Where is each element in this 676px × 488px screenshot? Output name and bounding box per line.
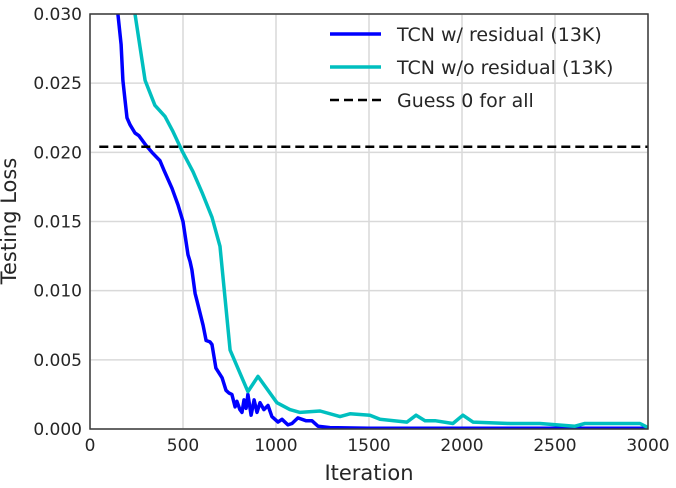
x-tick-label: 0 xyxy=(85,436,96,456)
x-tick-label: 1000 xyxy=(254,436,297,456)
legend: TCN w/ residual (13K) TCN w/o residual (1… xyxy=(330,24,613,112)
x-tick-label: 3000 xyxy=(626,436,669,456)
x-tick-label: 2000 xyxy=(440,436,483,456)
y-tick-label: 0.025 xyxy=(33,74,82,94)
x-tick-label: 1500 xyxy=(347,436,390,456)
y-tick-label: 0.000 xyxy=(33,420,82,440)
y-tick-labels: 0.000 0.005 0.010 0.015 0.020 0.025 0.030 xyxy=(33,5,82,440)
plot-frame xyxy=(89,13,649,430)
legend-label: TCN w/ residual (13K) xyxy=(396,24,602,46)
y-tick-label: 0.030 xyxy=(33,5,82,25)
y-tick-label: 0.020 xyxy=(33,143,82,163)
x-tick-label: 2500 xyxy=(533,436,576,456)
y-tick-label: 0.010 xyxy=(33,282,82,302)
series-layer xyxy=(99,14,648,429)
x-tick-label: 500 xyxy=(167,436,199,456)
x-axis-label: Iteration xyxy=(324,461,413,484)
y-tick-label: 0.015 xyxy=(33,213,82,233)
series-line-1 xyxy=(133,14,648,429)
legend-label: Guess 0 for all xyxy=(397,90,534,112)
legend-label: TCN w/o residual (13K) xyxy=(396,57,613,79)
x-tick-labels: 0 500 1000 1500 2000 2500 3000 xyxy=(85,436,670,456)
series-line-0 xyxy=(116,14,648,429)
y-tick-label: 0.005 xyxy=(33,351,82,371)
y-axis-label: Testing Loss xyxy=(0,158,21,286)
